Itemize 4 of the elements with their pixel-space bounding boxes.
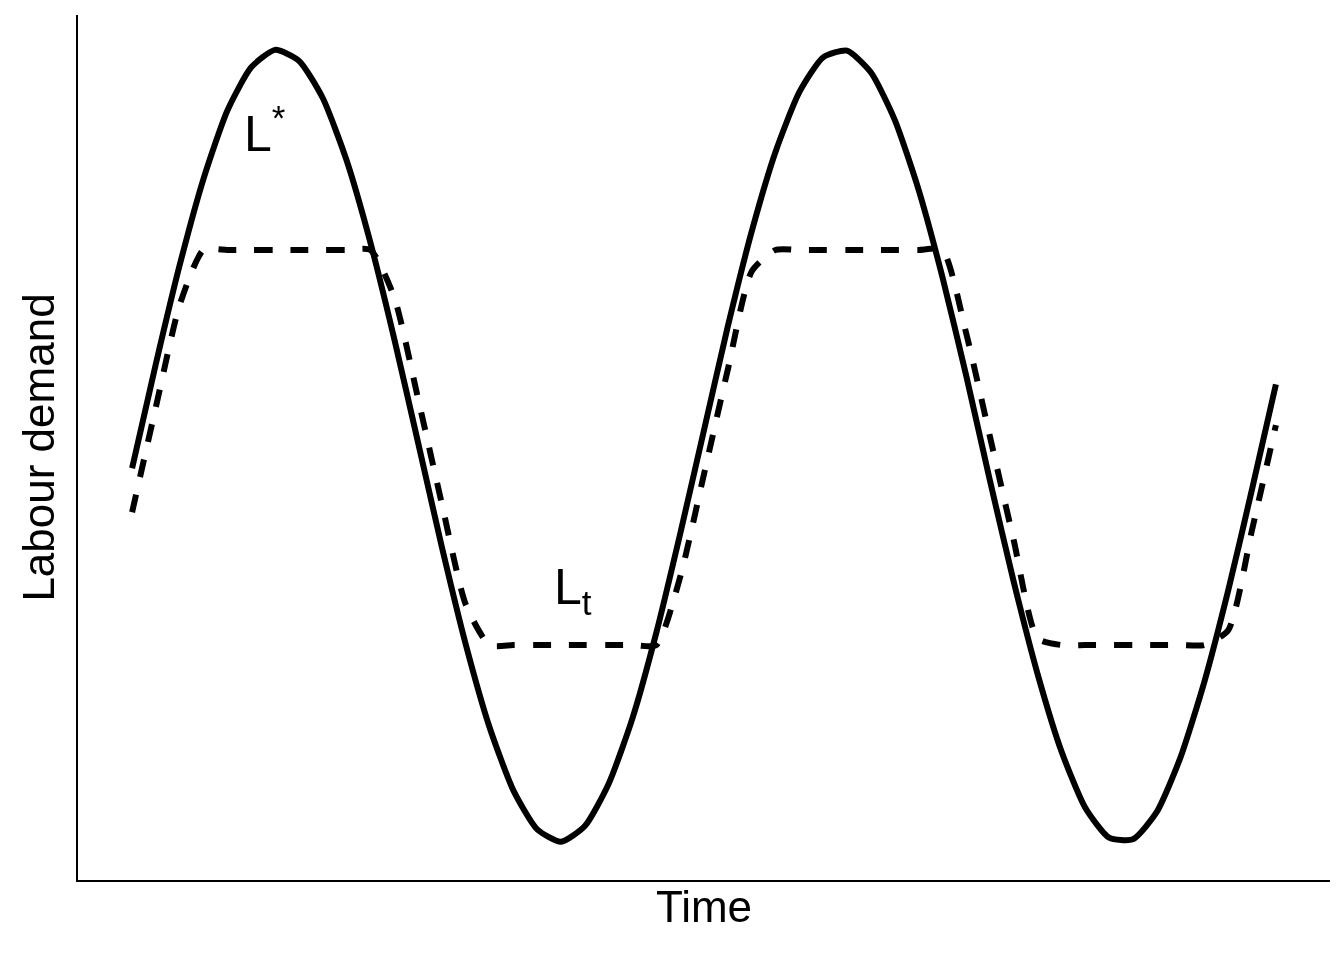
x-axis-title: Time: [655, 882, 753, 932]
series-label: L$_{t}$: [554, 559, 592, 622]
series-label: L$^{*}$: [244, 98, 286, 162]
y-axis-title: Labour demand: [13, 293, 63, 602]
